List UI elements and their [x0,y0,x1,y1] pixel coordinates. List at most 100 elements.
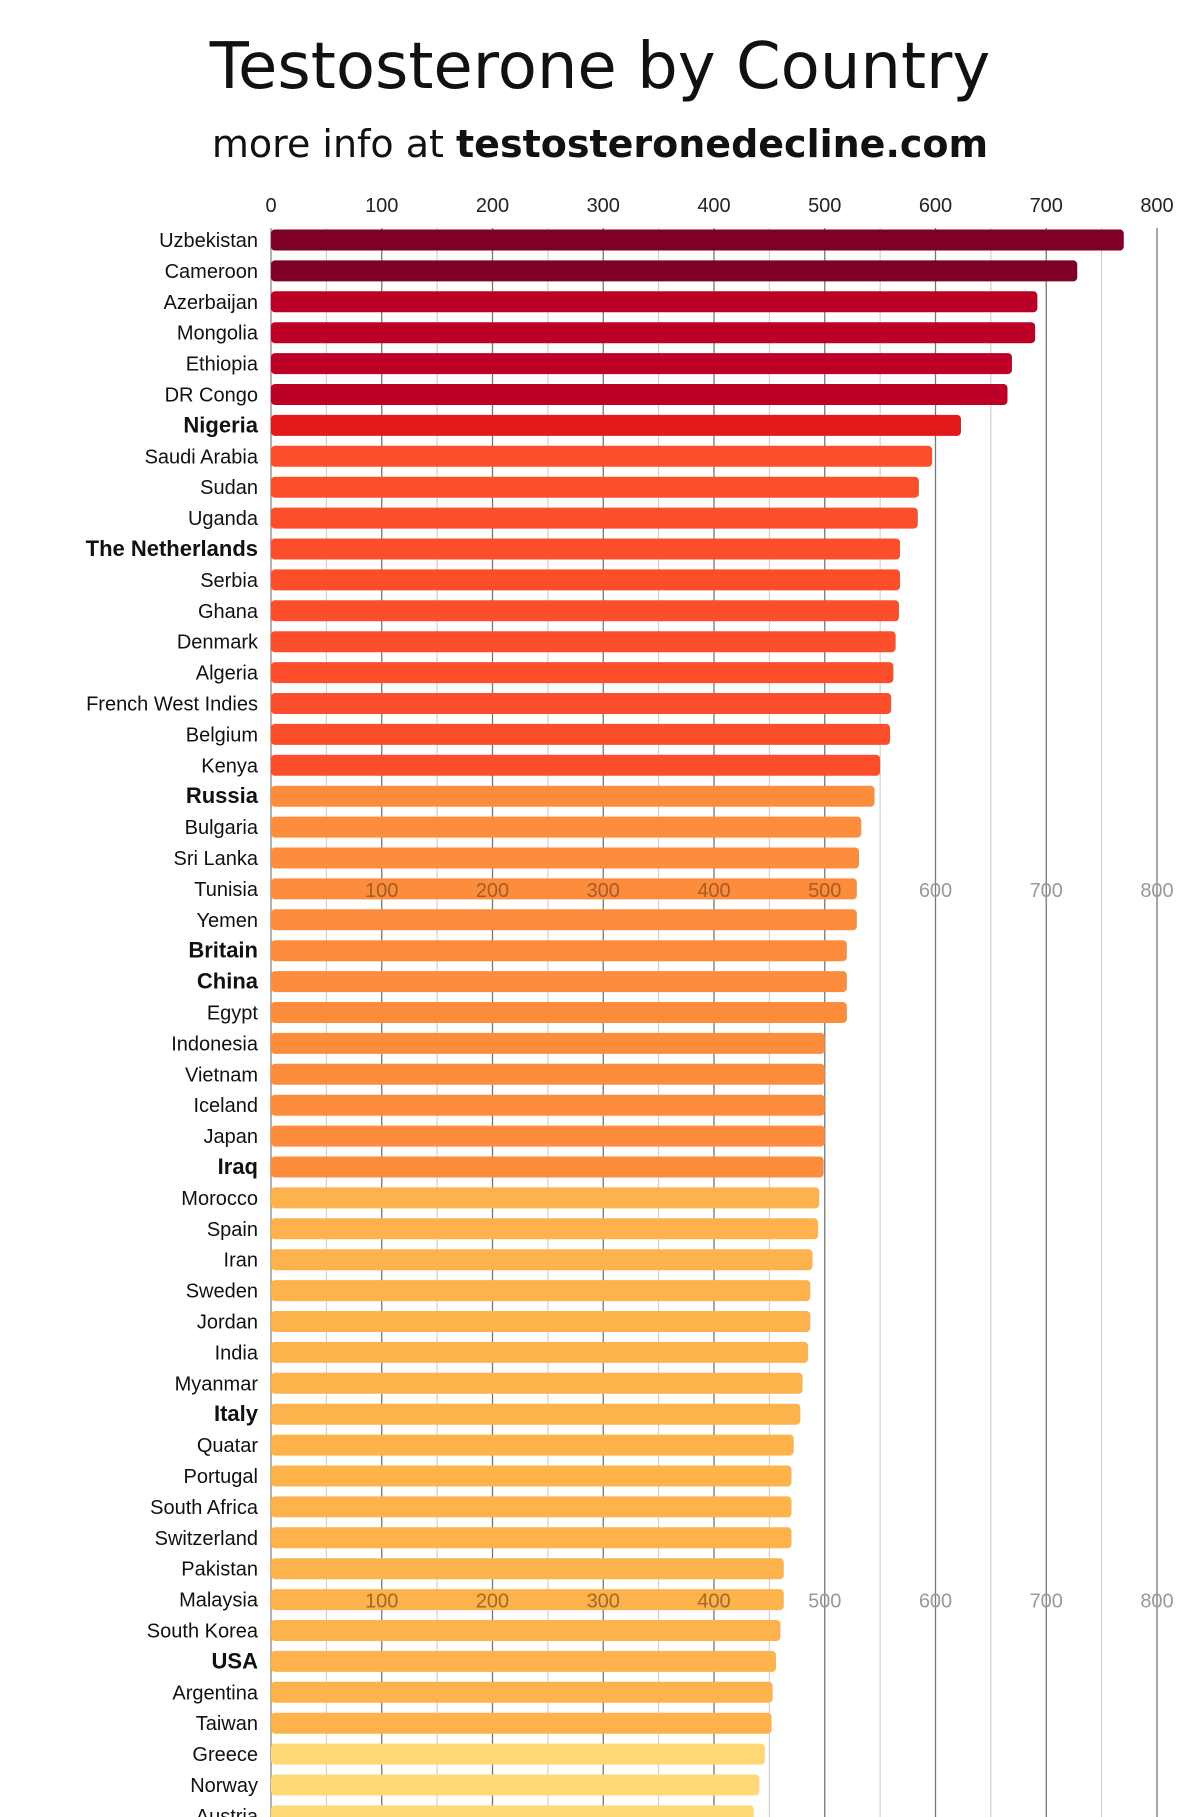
repeated-tick-label: 300 [587,880,620,902]
category-label: Vietnam [185,1064,258,1086]
bar [271,569,901,591]
category-label: Ghana [198,601,259,623]
category-label: Britain [188,938,258,963]
bar [271,1218,819,1240]
subtitle-prefix: more info at [211,122,457,166]
bar [271,1527,792,1549]
bar [271,971,847,993]
bar [271,1187,820,1209]
x-tick-label: 300 [587,195,620,217]
category-label: Morocco [181,1188,258,1210]
repeated-tick-label: 200 [476,880,509,902]
bar [271,1774,760,1796]
repeated-tick-label: 500 [808,880,841,902]
category-label: Kenya [201,755,259,777]
bar [271,1805,754,1817]
category-label: Quatar [197,1435,258,1457]
category-label: Greece [192,1744,258,1766]
repeated-tick-label: 300 [587,1591,620,1613]
bar [271,1002,847,1023]
category-label: Belgium [186,724,258,746]
repeated-tick-label: 400 [697,880,730,902]
category-label: Iran [224,1250,258,1272]
x-tick-label: 0 [265,195,276,217]
chart-subtitle: more info at testosteronedecline.com [0,122,1200,166]
repeated-tick-label: 600 [919,1591,952,1613]
x-tick-label: 500 [808,195,841,217]
x-tick-label: 200 [476,195,509,217]
category-label: Jordan [197,1312,258,1334]
bar [271,1558,784,1580]
bar [271,785,875,807]
category-label: Yemen [196,910,258,932]
bar [271,353,1012,375]
bar [271,322,1036,344]
category-label: Uganda [188,508,259,530]
category-label: Tunisia [194,879,259,901]
bar [271,1465,792,1487]
category-label: Denmark [177,632,259,654]
category-label: Egypt [207,1003,259,1025]
bar [271,1403,801,1425]
repeated-tick-label: 700 [1030,1591,1063,1613]
bar [271,723,891,745]
category-label: Sri Lanka [174,848,259,870]
category-label: Pakistan [181,1559,258,1581]
category-label: Austria [196,1806,259,1817]
x-tick-label: 400 [697,195,730,217]
bar [271,384,1008,405]
category-label: Iceland [194,1095,259,1117]
category-label: DR Congo [165,385,258,407]
bar [271,1156,824,1178]
category-label: USA [212,1648,259,1673]
category-label: Cameroon [165,261,258,283]
category-label: Ethiopia [186,354,259,376]
category-label: Serbia [200,570,259,592]
category-label: South Africa [150,1497,259,1519]
category-label: South Korea [147,1621,259,1643]
bar [271,1681,773,1703]
repeated-tick-label: 200 [476,1591,509,1613]
repeated-tick-label: 800 [1140,1591,1173,1613]
repeated-tick-label: 400 [697,1591,730,1613]
x-tick-label: 700 [1030,195,1063,217]
bar [271,1620,781,1641]
category-label: Sweden [186,1281,258,1303]
category-label: Nigeria [183,412,258,437]
category-label: Myanmar [175,1373,259,1395]
bar [271,662,894,684]
category-label: Azerbaijan [163,292,258,314]
bar [271,1496,792,1518]
category-label: Spain [207,1219,258,1241]
bar [271,260,1078,282]
bar [271,1743,765,1765]
bar [271,1032,825,1054]
bar [271,847,860,869]
bar [271,1063,825,1085]
category-label: Italy [214,1401,259,1426]
bar [271,1650,777,1672]
category-label: Algeria [196,663,259,685]
category-label: Norway [190,1775,258,1797]
bar [271,414,961,436]
repeated-tick-label: 100 [365,880,398,902]
category-label: Malaysia [179,1590,259,1612]
bar [271,631,896,653]
chart-title: Testosterone by Country [209,30,991,104]
category-label: French West Indies [86,694,258,716]
bar [271,1280,811,1302]
bar [271,600,899,622]
bar [271,445,933,467]
x-tick-label: 600 [919,195,952,217]
repeated-tick-label: 800 [1140,880,1173,902]
bar [271,940,847,962]
category-label: Taiwan [196,1713,258,1735]
category-label: Argentina [172,1682,258,1704]
category-label: Portugal [184,1466,259,1488]
bar [271,816,862,838]
bar [271,1589,784,1611]
category-label: Uzbekistan [159,230,258,252]
bar [271,878,857,900]
category-label: Indonesia [171,1033,259,1055]
